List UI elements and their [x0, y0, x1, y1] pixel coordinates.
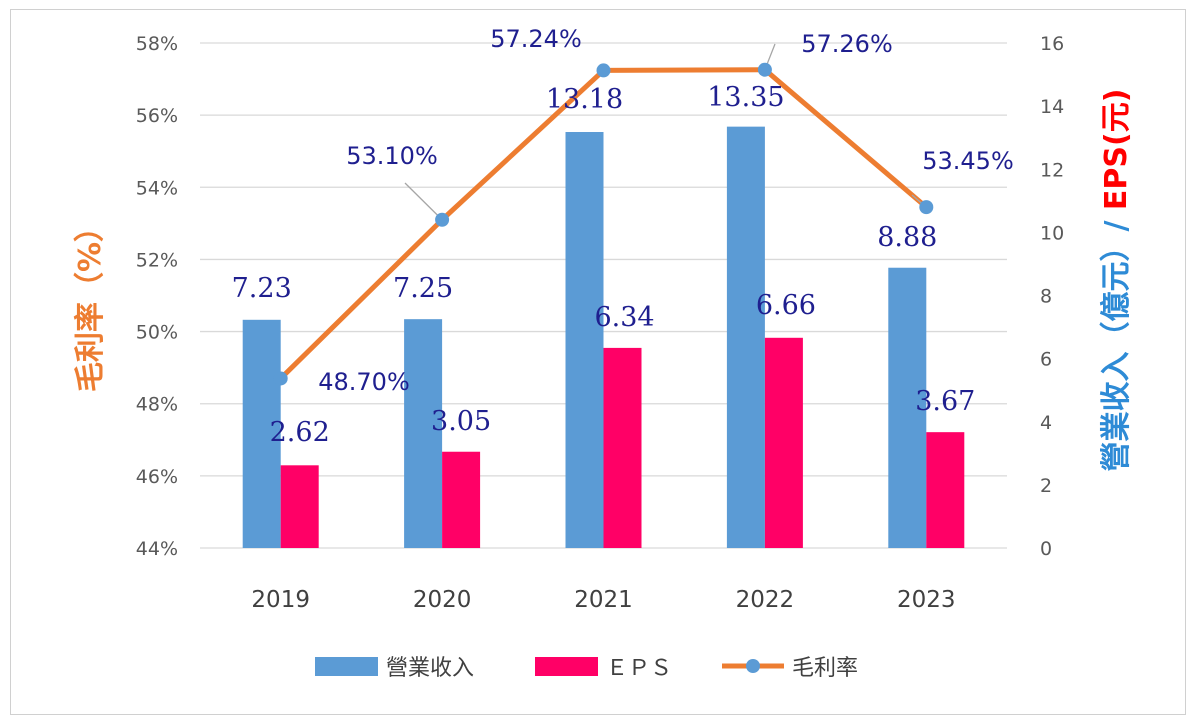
- right-tick-label: 0: [1040, 538, 1052, 560]
- legend-label-revenue: 營業收入: [386, 656, 474, 681]
- right-axis-ticks: 0 2 4 6 8 10 12 14 16: [1040, 33, 1064, 560]
- left-tick-label: 54%: [136, 177, 178, 199]
- eps-bar: [442, 451, 481, 548]
- eps-label: 2.62: [270, 417, 330, 448]
- category-label: 2022: [736, 587, 795, 613]
- category-label: 2023: [897, 587, 956, 613]
- revenue-bar: [242, 319, 281, 548]
- eps-label: 3.67: [915, 386, 975, 417]
- revenue-label: 7.25: [393, 273, 453, 304]
- gross-margin-label: 48.70%: [318, 368, 410, 396]
- left-tick-label: 44%: [136, 538, 178, 560]
- right-tick-label: 16: [1040, 33, 1064, 55]
- gross-margin-marker: [757, 62, 772, 77]
- eps-label: 6.34: [594, 302, 654, 333]
- right-tick-label: 12: [1040, 159, 1064, 181]
- left-tick-label: 58%: [136, 33, 178, 55]
- right-tick-label: 4: [1040, 412, 1052, 434]
- left-axis-title: 毛利率（%）: [73, 212, 108, 392]
- left-tick-label: 50%: [136, 322, 178, 344]
- eps-bar: [280, 465, 319, 548]
- right-tick-label: 2: [1040, 475, 1052, 497]
- gross-margin-marker: [273, 371, 288, 386]
- legend-label-eps: ＥＰＳ: [606, 656, 672, 681]
- legend-label-margin: 毛利率: [792, 656, 858, 681]
- revenue-bar: [726, 126, 765, 548]
- right-tick-label: 8: [1040, 286, 1052, 308]
- margin-line: [273, 43, 934, 386]
- left-tick-label: 52%: [136, 249, 178, 271]
- left-tick-label: 46%: [136, 466, 178, 488]
- right-axis-title-eps: EPS(元): [1099, 89, 1134, 211]
- right-axis-title-revenue: 營業收入（億元）/: [1099, 210, 1134, 471]
- revenue-bar: [888, 267, 927, 548]
- legend-swatch-eps: [535, 657, 598, 676]
- right-tick-label: 6: [1040, 349, 1052, 371]
- data-labels: 7.23 7.25 13.18 13.35 8.88 2.62 3.05 6.34 6.66 3.…: [232, 25, 1014, 448]
- revenue-label: 8.88: [877, 222, 937, 253]
- eps-label: 3.05: [431, 406, 491, 437]
- revenue-label: 13.35: [707, 82, 784, 113]
- leader-line: [404, 182, 443, 221]
- right-tick-label: 14: [1040, 96, 1064, 118]
- right-axis-title: 營業收入（億元）/ EPS(元): [1099, 89, 1134, 472]
- gross-margin-label: 53.45%: [922, 147, 1014, 175]
- legend: 營業收入 ＥＰＳ 毛利率: [315, 656, 858, 681]
- legend-swatch-revenue: [315, 657, 378, 676]
- right-tick-label: 10: [1040, 222, 1064, 244]
- revenue-bar: [404, 319, 443, 548]
- eps-bar: [926, 432, 965, 548]
- legend-swatch-margin-marker: [746, 659, 760, 673]
- gross-margin-marker: [435, 212, 450, 227]
- category-labels: 2019 2020 2021 2022 2023: [251, 587, 955, 613]
- category-label: 2019: [251, 587, 310, 613]
- eps-label: 6.66: [756, 290, 816, 321]
- revenue-label: 13.18: [546, 84, 623, 115]
- eps-bar: [764, 337, 803, 548]
- category-label: 2021: [574, 587, 633, 613]
- left-tick-label: 56%: [136, 105, 178, 127]
- gross-margin-marker: [596, 63, 611, 78]
- category-label: 2020: [413, 587, 472, 613]
- revenue-label: 7.23: [232, 273, 292, 304]
- gross-margin-label: 57.26%: [801, 30, 893, 58]
- gross-margin-marker: [919, 200, 934, 215]
- gross-margin-label: 53.10%: [346, 142, 438, 170]
- gross-margin-label: 57.24%: [490, 25, 582, 53]
- left-axis-ticks: 44% 46% 48% 50% 52% 54% 56% 58%: [136, 33, 178, 560]
- left-tick-label: 48%: [136, 394, 178, 416]
- revenue-bar: [565, 132, 604, 548]
- bars: [242, 126, 965, 548]
- eps-bar: [603, 347, 642, 548]
